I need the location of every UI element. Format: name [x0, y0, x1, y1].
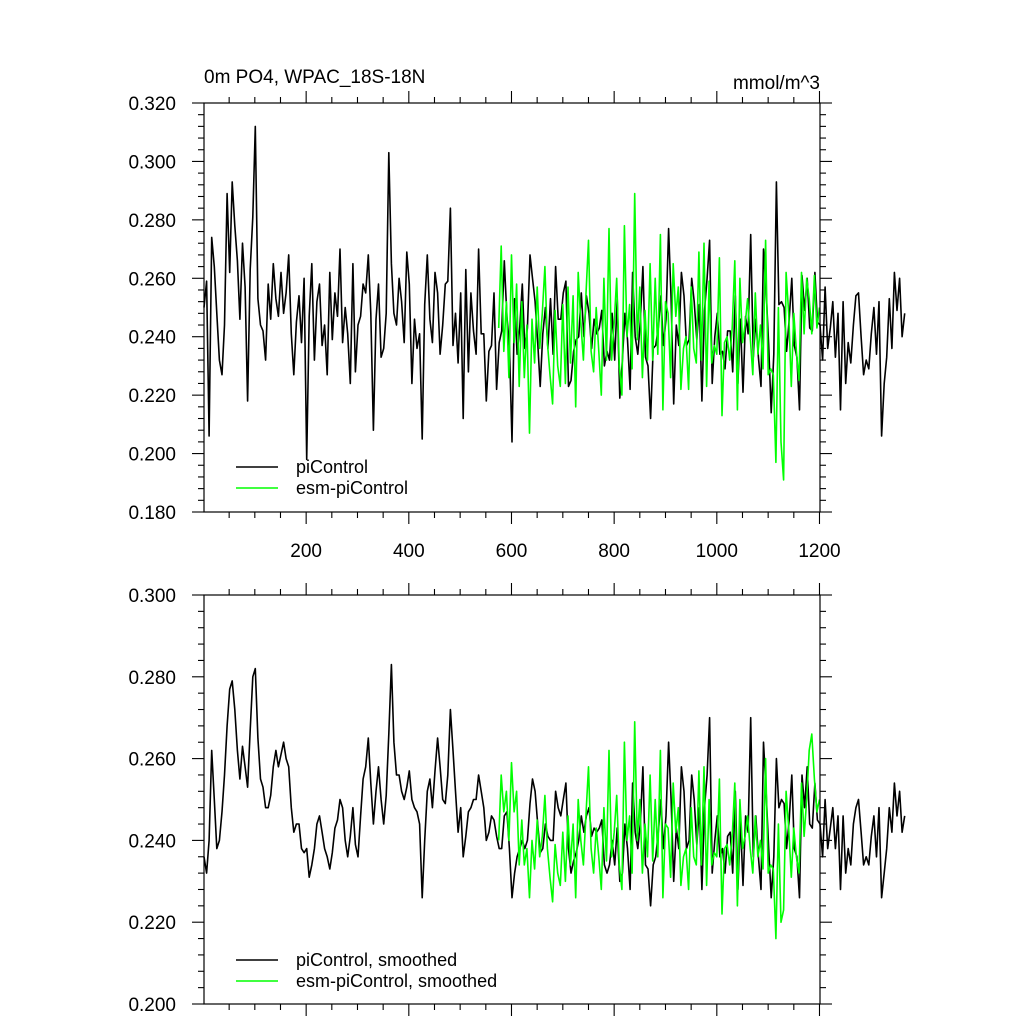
plot-frame — [203, 594, 821, 1005]
x-tick-label: 1200 — [798, 541, 840, 562]
series-line-picontrol-smoothed — [203, 663, 906, 907]
y-tick-label: 0.300 — [128, 152, 176, 173]
chart-title: 0m PO4, WPAC_18S-18N — [204, 67, 425, 88]
series-line-esm-picontrol-smoothed — [497, 721, 821, 940]
y-tick-label: 0.240 — [128, 831, 176, 852]
plot-frame — [203, 102, 821, 513]
x-tick-label: 400 — [393, 541, 425, 562]
series-line-picontrol — [203, 125, 906, 461]
y-tick-label: 0.220 — [128, 386, 176, 407]
x-tick-label: 200 — [290, 541, 322, 562]
y-tick-label: 0.260 — [128, 750, 176, 771]
x-tick-label: 600 — [496, 541, 528, 562]
y-tick-label: 0.320 — [128, 94, 176, 115]
y-tick-label: 0.200 — [128, 445, 176, 466]
y-tick-label: 0.180 — [128, 503, 176, 524]
y-tick-label: 0.200 — [128, 995, 176, 1016]
legend-label: esm-piControl — [296, 478, 408, 498]
y-tick-label: 0.220 — [128, 913, 176, 934]
y-tick-label: 0.280 — [128, 668, 176, 689]
bottom-panel: 0.200 0.220 0.240 0.260 0.280 0.300 piControl,… — [128, 583, 906, 1016]
y-tick-label: 0.240 — [128, 328, 176, 349]
legend-label: piControl — [296, 457, 368, 477]
y-tick-label: 0.300 — [128, 586, 176, 607]
top-panel: 200 400 600 800 1000 1200 0.180 0.200 0.220 0.240… — [128, 91, 906, 562]
legend-label: esm-piControl, smoothed — [296, 971, 497, 991]
y-tick-label: 0.260 — [128, 269, 176, 290]
x-tick-label: 1000 — [696, 541, 738, 562]
legend-label: piControl, smoothed — [296, 950, 457, 970]
y-tick-label: 0.280 — [128, 211, 176, 232]
series-line-esm-picontrol — [497, 192, 821, 481]
x-tick-label: 800 — [598, 541, 630, 562]
units-label: mmol/m^3 — [733, 73, 820, 94]
